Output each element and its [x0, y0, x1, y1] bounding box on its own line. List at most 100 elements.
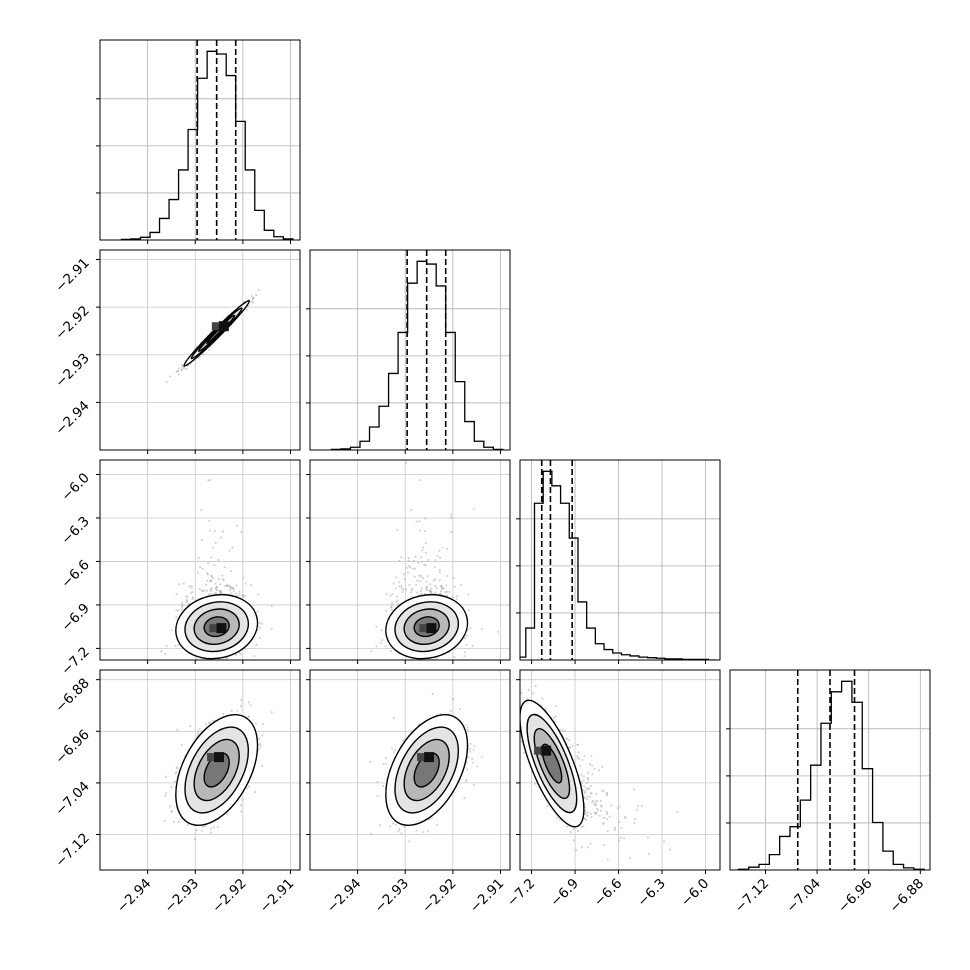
- sample-point: [213, 530, 216, 533]
- sample-point: [247, 305, 250, 307]
- density-panel: [100, 670, 300, 870]
- sample-point: [432, 579, 435, 582]
- sample-point: [208, 349, 210, 352]
- sample-point: [439, 592, 442, 595]
- sample-point: [201, 567, 204, 570]
- density-core: [209, 624, 217, 633]
- sample-point: [223, 566, 226, 569]
- sample-point: [250, 583, 252, 586]
- sample-point: [175, 593, 178, 596]
- sample-point: [210, 579, 212, 582]
- sample-point: [448, 651, 451, 654]
- sample-point: [229, 586, 232, 589]
- sample-point: [438, 549, 441, 552]
- sample-point: [497, 630, 499, 633]
- sample-point: [190, 587, 193, 590]
- sample-point: [181, 608, 183, 611]
- sample-point: [270, 711, 273, 714]
- sample-point: [464, 651, 467, 654]
- sample-point: [244, 582, 247, 585]
- sample-point: [160, 650, 163, 653]
- sample-point: [446, 548, 449, 550]
- sample-point: [220, 590, 223, 593]
- sample-point: [450, 514, 452, 516]
- sample-point: [191, 598, 194, 600]
- sample-point: [198, 587, 201, 590]
- sample-point: [230, 592, 233, 595]
- sample-point: [385, 609, 388, 612]
- sample-point: [251, 298, 254, 301]
- sample-point: [418, 574, 421, 577]
- sample-point: [426, 589, 428, 591]
- sample-point: [397, 603, 400, 606]
- sample-point: [183, 366, 186, 369]
- panel-frame: [99, 249, 301, 451]
- sample-point: [457, 661, 459, 663]
- sample-point: [411, 567, 414, 570]
- sample-point: [185, 601, 188, 604]
- sample-point: [191, 591, 194, 593]
- sample-point: [392, 582, 395, 585]
- sample-point: [258, 621, 261, 624]
- sample-point: [206, 579, 209, 582]
- sample-point: [192, 596, 194, 599]
- sample-point: [163, 820, 166, 822]
- histogram-panel: [516, 459, 721, 664]
- sample-point: [420, 574, 422, 577]
- sample-point: [450, 531, 453, 533]
- sample-point: [207, 479, 210, 482]
- sample-point: [176, 609, 179, 612]
- sample-point: [411, 661, 413, 663]
- sample-point: [242, 301, 245, 303]
- sample-point: [385, 593, 388, 596]
- sample-point: [207, 593, 210, 595]
- sample-point: [177, 820, 180, 823]
- sample-point: [240, 653, 242, 656]
- sample-point: [234, 592, 237, 595]
- sample-point: [226, 657, 228, 660]
- density-core: [419, 624, 427, 633]
- sample-point: [424, 517, 427, 520]
- sample-point: [414, 567, 416, 570]
- sample-point: [185, 595, 188, 598]
- sample-point: [456, 595, 459, 598]
- sample-point: [210, 556, 213, 559]
- sample-point: [173, 820, 175, 823]
- sample-point: [181, 601, 183, 604]
- sample-point: [420, 556, 423, 559]
- sample-point: [424, 551, 427, 554]
- sample-point: [455, 598, 458, 601]
- sample-point: [426, 575, 429, 578]
- histogram-step: [520, 470, 718, 660]
- sample-point: [224, 585, 227, 587]
- sample-point: [421, 587, 423, 590]
- density-axes: [96, 459, 301, 664]
- sample-point: [221, 578, 224, 580]
- sample-point: [379, 642, 382, 644]
- sample-point: [444, 591, 447, 593]
- sample-point: [215, 588, 218, 591]
- sample-point: [438, 593, 441, 596]
- sample-point: [405, 566, 408, 569]
- sample-point: [463, 655, 466, 658]
- sample-point: [214, 586, 217, 589]
- sample-point: [259, 744, 262, 747]
- sample-point: [190, 584, 193, 587]
- sample-point: [201, 661, 203, 663]
- sample-point: [253, 655, 256, 658]
- sample-point: [405, 461, 408, 464]
- sample-point: [389, 594, 392, 597]
- sample-point: [460, 583, 462, 586]
- sample-point: [231, 546, 234, 549]
- sample-point: [427, 559, 430, 561]
- sample-point: [421, 560, 423, 563]
- sample-point: [164, 795, 167, 797]
- sample-point: [448, 590, 451, 593]
- sample-point: [212, 577, 214, 579]
- sample-point: [407, 564, 410, 567]
- sample-point: [441, 546, 444, 549]
- sample-point: [204, 723, 207, 726]
- sample-point: [181, 366, 184, 368]
- sample-point: [200, 539, 203, 542]
- sample-point: [258, 742, 261, 745]
